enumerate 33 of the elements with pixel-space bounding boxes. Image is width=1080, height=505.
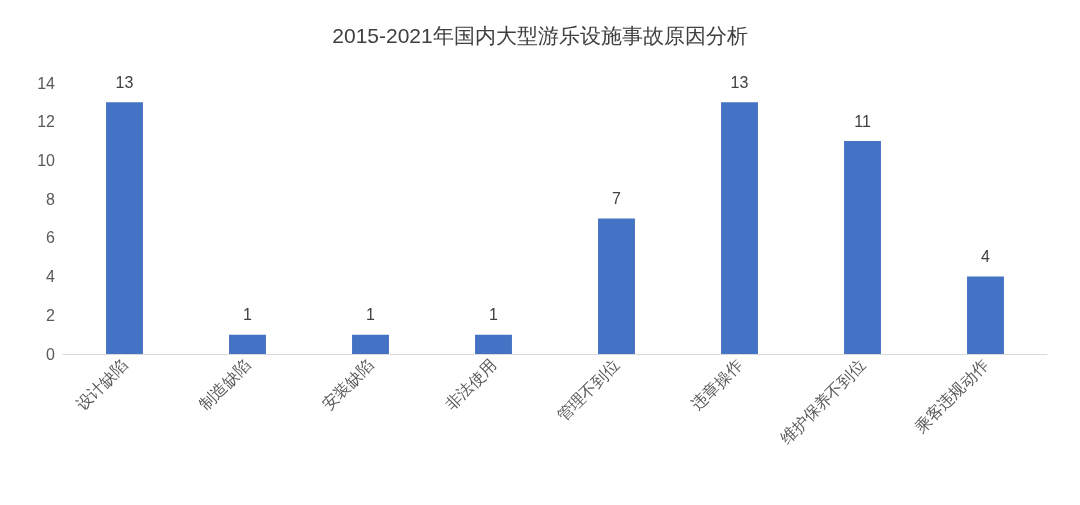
x-tick-label: 非法使用 <box>442 355 500 414</box>
data-label: 13 <box>730 73 749 91</box>
data-label: 13 <box>115 73 134 91</box>
y-tick-label: 12 <box>37 113 56 131</box>
bar <box>598 218 635 354</box>
y-tick-label: 8 <box>46 190 56 208</box>
data-label: 4 <box>981 248 991 266</box>
x-tick-label: 设计缺陷 <box>73 355 131 414</box>
x-tick-label: 安装缺陷 <box>319 355 377 414</box>
bar <box>229 334 266 354</box>
x-tick-label: 维护保养不到位 <box>777 355 869 448</box>
y-tick-label: 2 <box>46 306 56 324</box>
y-tick-label: 0 <box>46 345 56 363</box>
bar <box>967 276 1004 354</box>
data-label: 7 <box>612 190 622 207</box>
y-tick-label: 10 <box>37 151 56 169</box>
y-tick-label: 6 <box>46 229 56 247</box>
data-label: 1 <box>243 306 253 324</box>
bar <box>352 334 389 354</box>
chart-title: 2015-2021年国内大型游乐设施事故原因分析 <box>332 24 748 47</box>
y-tick-label: 4 <box>46 268 56 286</box>
data-label: 11 <box>854 112 871 130</box>
x-tick-label: 违章操作 <box>688 355 746 414</box>
x-tick-label: 制造缺陷 <box>196 355 254 414</box>
data-label: 1 <box>366 306 376 324</box>
bar <box>844 141 881 354</box>
bar <box>475 334 512 354</box>
x-tick-label: 乘客违规动作 <box>911 355 992 436</box>
bar <box>106 102 143 354</box>
bar <box>721 102 758 354</box>
x-tick-label: 管理不到位 <box>553 355 623 425</box>
data-label: 1 <box>489 306 499 324</box>
y-tick-label: 14 <box>37 74 56 92</box>
